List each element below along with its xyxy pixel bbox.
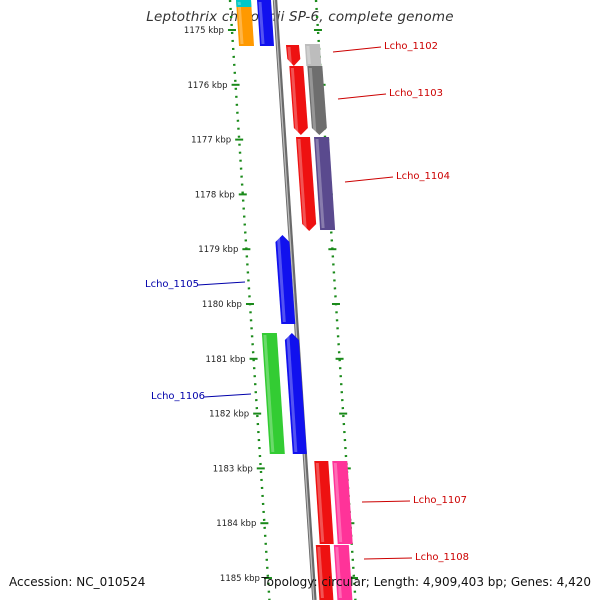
axis-tick-label: 1177 kbp: [191, 136, 231, 146]
gene-label: Lcho_1102: [384, 41, 438, 52]
gene-lcho-1103-red-shade: [290, 68, 299, 133]
gene-label: Lcho_1104: [396, 171, 450, 182]
gene-lcho-1108-pink-shade: [335, 547, 342, 598]
gene-orange-shade: [237, 2, 244, 44]
axis-tick-label: 1179 kbp: [198, 245, 238, 255]
gene-cyan: [236, 0, 252, 7]
axis-tick-label: 1184 kbp: [216, 519, 256, 529]
gene-label-leader: [332, 46, 382, 53]
axis-tick-label: 1182 kbp: [209, 410, 249, 420]
gene-lcho-1102-red-shade: [287, 47, 292, 64]
gene-lcho-1108-pink: [333, 545, 353, 600]
axis-tick-label: 1178 kbp: [195, 190, 235, 200]
gene-lcho-1105-shade: [276, 237, 286, 322]
gene-label: Lcho_1107: [413, 495, 467, 506]
gene-label-leader: [337, 93, 387, 100]
gene-lcho-1104-purple-shade: [315, 139, 325, 228]
accession-label: Accession: NC_010524: [9, 575, 146, 589]
gene-label: Lcho_1108: [415, 552, 469, 563]
gene-lcho-1106-green-shade: [263, 335, 275, 452]
gene-lcho-1107-pink-shade: [333, 463, 343, 542]
gene-label: Lcho_1106: [151, 391, 205, 402]
gene-label-leader: [203, 393, 252, 398]
gene-label-leader: [363, 557, 413, 560]
gene-lcho-1106-blue: [284, 333, 307, 454]
gene-lcho-1107-pink: [332, 461, 353, 544]
axis-tick-label: 1183 kbp: [213, 464, 253, 474]
axis-tick-label: 1181 kbp: [206, 355, 246, 365]
gene-lcho-1108-red-shade: [317, 547, 324, 598]
gene-lcho-1103-red: [289, 66, 308, 135]
gene-blue-top-shade: [258, 2, 265, 44]
gene-lcho-1107-red-shade: [315, 463, 325, 542]
gene-lcho-1104-red: [296, 137, 317, 231]
topology-label: Topology: circular; Length: 4,909,403 bp…: [261, 575, 591, 589]
gene-label: Lcho_1105: [145, 279, 199, 290]
gene-label-leader: [361, 500, 411, 503]
gene-lcho-1105: [275, 235, 296, 324]
gene-lcho-1102-gray-shade: [306, 46, 311, 64]
gene-orange: [236, 0, 255, 46]
gene-lcho-1107-red: [314, 461, 334, 544]
gene-cyan-shade: [237, 2, 241, 5]
gene-lcho-1104-red-shade: [297, 139, 307, 229]
axis-tick-label: 1180 kbp: [202, 300, 242, 310]
map-title: Leptothrix cholodnii SP-6, complete geno…: [146, 9, 454, 25]
genome-backbone-highlight: [273, 0, 315, 600]
gene-lcho-1106-green: [261, 333, 285, 454]
gene-lcho-1108-red: [315, 545, 334, 600]
gene-blue-top: [257, 0, 275, 46]
gene-label-leader: [344, 176, 394, 183]
gene-lcho-1103-gray: [307, 66, 327, 135]
gene-lcho-1104-purple: [314, 137, 336, 230]
gene-label-leader: [197, 281, 246, 286]
gene-lcho-1103-gray-shade: [308, 68, 317, 133]
gene-lcho-1102-gray: [304, 44, 322, 66]
axis-tick-label: 1176 kbp: [188, 81, 228, 91]
gene-lcho-1102-red: [285, 45, 301, 66]
axis-tick-label: 1175 kbp: [184, 26, 224, 36]
gene-lcho-1106-blue-shade: [286, 335, 298, 452]
gene-label: Lcho_1103: [389, 88, 443, 99]
axis-tick-label: 1185 kbp: [220, 574, 260, 584]
